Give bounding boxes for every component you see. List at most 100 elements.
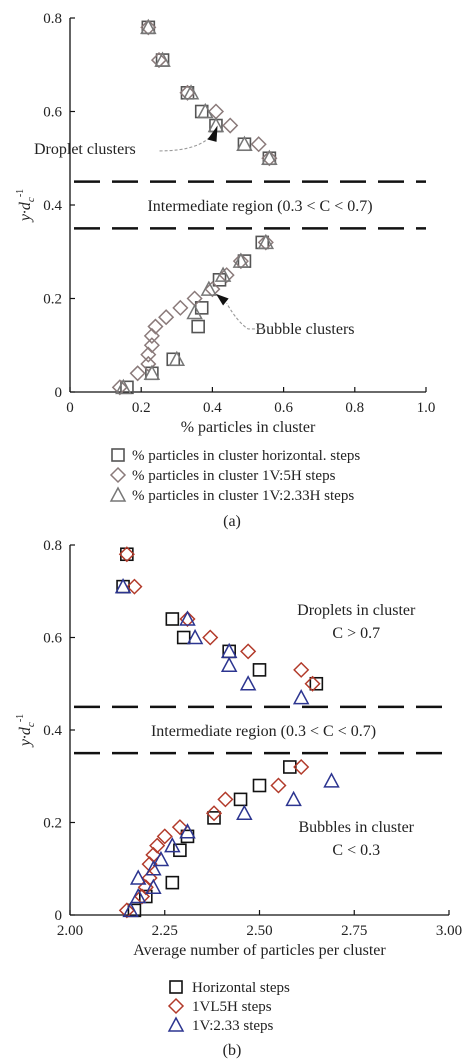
- data-point-triangle: [164, 837, 181, 853]
- x-tick-label: 0: [66, 400, 74, 416]
- panel-b: 2.00 2.25 2.50 2.75 3.00 0 0.2 0.4 0.6 0.8 Average…: [15, 538, 462, 959]
- data-point-diamond: [145, 846, 162, 863]
- data-point-square: [120, 547, 134, 562]
- data-point-diamond: [250, 136, 267, 153]
- legend-label: % particles in cluster 1V:5H steps: [132, 468, 336, 484]
- data-point-triangle: [129, 887, 147, 904]
- data-point-diamond: [293, 758, 310, 776]
- panel-label-b: (b): [223, 1042, 242, 1059]
- data-point-diamond: [179, 84, 196, 101]
- data-point-triangle: [261, 149, 278, 165]
- panel-label-a: (a): [223, 513, 241, 530]
- data-point-diamond: [257, 234, 274, 251]
- data-point-square: [165, 875, 180, 890]
- annotation-intermediate-region: Intermediate region (0.3 < C < 0.7): [147, 198, 372, 215]
- data-point-triangle: [239, 675, 257, 691]
- legend-b: Horizontal steps 1VL5H steps 1V:2.33 steps: [167, 980, 290, 1034]
- x-tick-label: 0.6: [274, 400, 293, 416]
- data-point-square: [165, 612, 180, 626]
- annotation-bubble: Bubble clusters: [255, 321, 354, 338]
- arrow-bubble: [215, 293, 229, 306]
- legend-label: Horizontal steps: [192, 980, 290, 996]
- data-point-triangle: [143, 364, 161, 381]
- data-point-triangle: [323, 772, 340, 788]
- data-point-square: [191, 319, 205, 334]
- data-point-diamond: [270, 777, 287, 794]
- data-point-triangle: [115, 378, 132, 395]
- x-tick-label: 1.0: [417, 400, 436, 416]
- legend-label: % particles in cluster horizontal. steps: [132, 448, 360, 464]
- x-tick-label: 2.50: [246, 923, 272, 939]
- y-tick-label: 0.6: [43, 631, 62, 647]
- legend-label: 1VL5H steps: [192, 999, 272, 1015]
- x-tick-label: 3.00: [436, 923, 462, 939]
- y-tick-label: 0.2: [43, 292, 62, 308]
- x-tick-label: 2.00: [57, 923, 83, 939]
- data-point-triangle: [145, 860, 162, 876]
- data-point-diamond: [240, 643, 257, 660]
- data-point-diamond: [156, 828, 173, 845]
- legend-marker-diamond: [167, 997, 185, 1015]
- y-tick-label: 0.6: [43, 105, 62, 121]
- data-point-triangle: [214, 266, 232, 282]
- legend-marker-triangle: [109, 486, 127, 502]
- data-point-diamond: [111, 379, 128, 396]
- data-point-diamond: [218, 267, 235, 284]
- y-axis-label: y·dc-1: [15, 189, 37, 223]
- data-point-diamond: [204, 281, 221, 298]
- legend-label: 1V:2.33 steps: [192, 1018, 274, 1034]
- legend-a: % particles in cluster horizontal. steps…: [109, 448, 360, 504]
- data-point-diamond: [147, 318, 164, 335]
- data-point-diamond: [179, 610, 196, 628]
- data-point-triangle: [145, 878, 162, 894]
- annotation-droplet: Droplet clusters: [34, 141, 136, 158]
- x-tick-label: 0.4: [203, 400, 222, 416]
- data-point-triangle: [197, 102, 214, 119]
- data-point-square: [207, 811, 221, 825]
- panel-a: 0 0.2 0.4 0.6 0.8 1.0 0 0.2 0.4 0.6 0.8 % particles…: [15, 11, 435, 436]
- data-point-triangle: [168, 350, 186, 367]
- data-point-triangle: [179, 610, 196, 626]
- data-point-triangle: [232, 252, 250, 268]
- data-point-triangle: [257, 233, 275, 250]
- data-point-triangle: [292, 689, 310, 705]
- data-point-triangle: [182, 84, 200, 100]
- data-point-triangle: [186, 303, 203, 320]
- data-point-diamond: [133, 888, 151, 905]
- data-point-triangle: [236, 135, 253, 151]
- data-point-diamond: [129, 365, 146, 382]
- annotation-bubbles-line1: Bubbles in cluster: [298, 819, 414, 836]
- data-point-triangle: [186, 628, 204, 645]
- y-tick-label: 0.4: [43, 198, 62, 214]
- y-tick-label: 0.2: [43, 816, 62, 832]
- data-point-diamond: [143, 327, 160, 344]
- leader-line-bubble: [226, 302, 265, 330]
- data-point-square: [233, 792, 248, 807]
- data-point-diamond: [172, 299, 189, 316]
- y-axis-label: y·dc-1: [15, 714, 37, 748]
- x-tick-label: 2.25: [152, 923, 178, 939]
- data-point-diamond: [217, 791, 234, 808]
- data-point-diamond: [118, 546, 135, 563]
- data-point-diamond: [118, 902, 135, 919]
- data-point-triangle: [122, 901, 139, 918]
- data-point-square: [176, 630, 191, 645]
- data-point-square: [283, 760, 297, 774]
- data-point-diamond: [222, 117, 239, 134]
- data-point-triangle: [220, 656, 238, 672]
- data-point-diamond: [158, 309, 175, 326]
- legend-marker-diamond: [109, 466, 127, 484]
- y-tick-label: 0: [55, 385, 63, 401]
- data-point-triangle: [179, 823, 196, 839]
- data-point-diamond: [202, 629, 219, 646]
- data-point-square: [252, 778, 267, 793]
- y-tick-label: 0.4: [43, 723, 62, 739]
- x-tick-label: 0.8: [345, 400, 364, 416]
- data-point-diamond: [205, 805, 223, 822]
- data-point-triangle: [285, 790, 302, 807]
- data-point-square: [252, 663, 267, 677]
- data-point-diamond: [304, 675, 321, 692]
- leader-line-droplet: [159, 132, 214, 152]
- data-point-square: [309, 676, 324, 691]
